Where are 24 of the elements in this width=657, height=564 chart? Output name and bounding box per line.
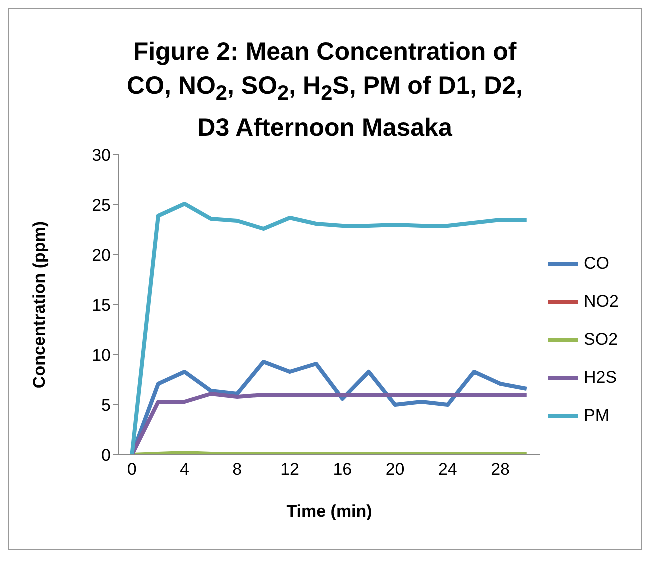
x-tick-label: 16 xyxy=(333,460,352,480)
x-tick-label: 8 xyxy=(232,460,242,480)
y-tick-label: 10 xyxy=(92,346,111,366)
legend-label: H2S xyxy=(584,368,618,388)
legend-label: CO xyxy=(584,254,610,274)
y-tick-label: 15 xyxy=(92,296,111,316)
chart-title: Figure 2: Mean Concentration of CO, NO$_{2}$, SO$_{2}$, H$_{2}$S, PM of D1, D2, D3 Afternoon Masaka xyxy=(127,38,523,142)
line-series xyxy=(130,202,529,455)
x-tick-label: 24 xyxy=(438,460,458,480)
y-tick-label: 5 xyxy=(102,396,111,416)
y-tick-label: 30 xyxy=(92,146,111,166)
legend-label: PM xyxy=(584,406,610,426)
x-axis-title: Time (min) xyxy=(286,502,372,521)
x-tick-label: 28 xyxy=(491,460,510,480)
x-tick-label: 12 xyxy=(280,460,300,480)
y-tick-label: 20 xyxy=(92,246,111,266)
x-tick-label: 4 xyxy=(180,460,190,480)
y-axis-title: Concentration (ppm) xyxy=(30,221,50,389)
y-tick-label: 0 xyxy=(102,446,111,466)
x-tick-label: 20 xyxy=(386,460,405,480)
legend-label: NO2 xyxy=(584,292,619,312)
x-tick-label: 0 xyxy=(127,460,137,480)
legend-label: SO2 xyxy=(584,330,618,350)
y-tick-label: 25 xyxy=(92,196,111,216)
